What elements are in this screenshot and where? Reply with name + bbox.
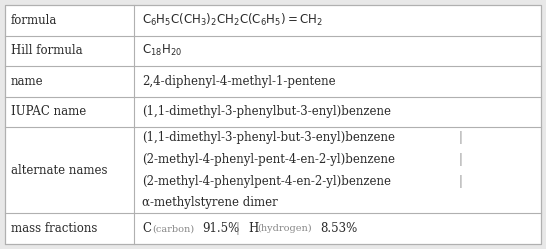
Text: alternate names: alternate names xyxy=(11,164,108,177)
Text: 91.5%: 91.5% xyxy=(202,222,239,235)
Text: (hydrogen): (hydrogen) xyxy=(258,224,312,233)
Text: C: C xyxy=(142,222,151,235)
Text: $\mathregular{C_6H_5C(CH_3)_2CH_2C(C_6H_5){=}CH_2}$: $\mathregular{C_6H_5C(CH_3)_2CH_2C(C_6H_… xyxy=(142,12,323,28)
FancyBboxPatch shape xyxy=(5,5,541,244)
Text: |: | xyxy=(459,175,462,187)
Text: 8.53%: 8.53% xyxy=(321,222,358,235)
Text: |: | xyxy=(459,153,462,166)
Text: name: name xyxy=(11,75,44,88)
Text: |: | xyxy=(236,222,240,235)
Text: (1,1-dimethyl-3-phenyl-but-3-enyl)benzene: (1,1-dimethyl-3-phenyl-but-3-enyl)benzen… xyxy=(142,131,395,144)
Text: mass fractions: mass fractions xyxy=(11,222,97,235)
Text: (1,1-dimethyl-3-phenylbut-3-enyl)benzene: (1,1-dimethyl-3-phenylbut-3-enyl)benzene xyxy=(142,105,391,118)
Text: (2-methyl-4-phenyl-pent-4-en-2-yl)benzene: (2-methyl-4-phenyl-pent-4-en-2-yl)benzen… xyxy=(142,153,395,166)
Text: H: H xyxy=(248,222,258,235)
Text: 2,4-diphenyl-4-methyl-1-pentene: 2,4-diphenyl-4-methyl-1-pentene xyxy=(142,75,336,88)
Text: Hill formula: Hill formula xyxy=(11,44,82,57)
Text: $\mathregular{C_{18}H_{20}}$: $\mathregular{C_{18}H_{20}}$ xyxy=(142,43,182,58)
Text: IUPAC name: IUPAC name xyxy=(11,105,86,118)
Text: formula: formula xyxy=(11,14,57,27)
Text: |: | xyxy=(459,131,462,144)
Text: (2-methyl-4-phenylpent-4-en-2-yl)benzene: (2-methyl-4-phenylpent-4-en-2-yl)benzene xyxy=(142,175,391,187)
Text: α-methylstyrene dimer: α-methylstyrene dimer xyxy=(142,196,278,209)
Text: (carbon): (carbon) xyxy=(152,224,194,233)
